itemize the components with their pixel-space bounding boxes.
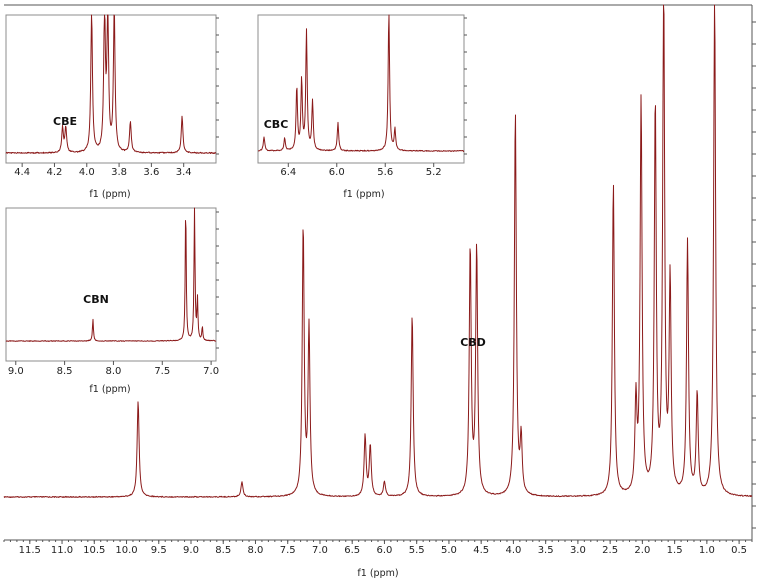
inset-cbc-frame: [257, 14, 465, 164]
x-tick-label: 2.0: [634, 545, 650, 556]
x-tick-label: 4.0: [505, 545, 521, 556]
x-tick-label: 3.6: [143, 167, 159, 178]
x-tick-label: 9.5: [151, 545, 167, 556]
x-tick-label: 5.0: [441, 545, 457, 556]
main-x-axis-label: f1 (ppm): [357, 568, 398, 579]
x-tick-label: 6.4: [280, 167, 296, 178]
inset-cbn-x-axis-label: f1 (ppm): [89, 384, 130, 395]
x-tick-label: 8.0: [105, 366, 121, 377]
cbe-annotation: CBE: [53, 115, 77, 128]
x-tick-label: 6.0: [376, 545, 392, 556]
inset-cbn-axis-ticks: 9.0 8.5 8.0 7.5 7.0: [8, 211, 219, 377]
x-tick-label: 8.5: [215, 545, 231, 556]
inset-cbe-frame: [5, 14, 217, 164]
inset-cbn-plot: 9.0 8.5 8.0 7.5 7.0 f1 (ppm) CBN: [5, 207, 219, 395]
x-tick-label: 11.0: [51, 545, 73, 556]
x-tick-label: 8.5: [57, 366, 73, 377]
x-tick-label: 5.5: [409, 545, 425, 556]
inset-cbn-trace: [5, 207, 217, 342]
x-tick-label: 0.5: [731, 545, 747, 556]
x-tick-label: 7.0: [312, 545, 328, 556]
x-tick-label: 7.0: [203, 366, 219, 377]
x-tick-label: 4.2: [47, 167, 63, 178]
x-tick-label: 4.4: [14, 167, 30, 178]
cbn-annotation: CBN: [83, 293, 109, 306]
main-spectrum-trace: [3, 4, 753, 498]
x-tick-label: 5.6: [377, 167, 393, 178]
inset-cbc-axis-ticks: 6.4 6.0 5.6 5.2: [280, 17, 467, 178]
x-tick-label: 3.0: [570, 545, 586, 556]
x-tick-label: 7.5: [154, 366, 170, 377]
x-tick-label: 2.5: [602, 545, 618, 556]
cbc-annotation: CBC: [264, 118, 289, 131]
cbd-annotation: CBD: [460, 336, 486, 349]
x-tick-label: 3.4: [176, 167, 192, 178]
x-tick-label: 10.5: [83, 545, 105, 556]
inset-cbe-axis-ticks: 4.4 4.2 4.0 3.8 3.6 3.4: [14, 17, 219, 178]
main-right-axis-ticks: [752, 21, 756, 529]
inset-cbe-trace: [5, 14, 217, 154]
inset-cbe-plot: 4.4 4.2 4.0 3.8 3.6 3.4 f1 (ppm) CBE: [5, 14, 219, 200]
x-tick-label: 4.0: [79, 167, 95, 178]
x-tick-label: 9.0: [183, 545, 199, 556]
x-tick-label: 11.5: [19, 545, 41, 556]
x-tick-label: 5.2: [426, 167, 442, 178]
x-tick-label: 1.0: [699, 545, 715, 556]
main-spectrum-plot: 11.5 11.0 10.5 10.0 9.5 9.0 8.5 8.0 7.5 7.0 6.5 6.0…: [3, 4, 756, 579]
inset-cbn-frame: [5, 207, 217, 362]
x-tick-label: 8.0: [248, 545, 264, 556]
x-tick-label: 3.5: [538, 545, 554, 556]
inset-cbc-trace: [258, 14, 465, 152]
inset-cbc-plot: 6.4 6.0 5.6 5.2 f1 (ppm) CBC: [257, 14, 467, 200]
x-tick-label: 4.5: [473, 545, 489, 556]
inset-cbe-x-axis-label: f1 (ppm): [89, 189, 130, 200]
x-tick-label: 3.8: [111, 167, 127, 178]
x-tick-label: 7.5: [280, 545, 296, 556]
x-tick-label: 6.0: [329, 167, 345, 178]
x-tick-label: 10.0: [115, 545, 137, 556]
inset-cbc-x-axis-label: f1 (ppm): [343, 189, 384, 200]
x-tick-label: 6.5: [344, 545, 360, 556]
x-tick-label: 1.5: [667, 545, 683, 556]
x-tick-label: 9.0: [8, 366, 24, 377]
main-x-axis-ticks: 11.5 11.0 10.5 10.0 9.5 9.0 8.5 8.0 7.5 7.0 6.5 6.0…: [3, 540, 753, 556]
